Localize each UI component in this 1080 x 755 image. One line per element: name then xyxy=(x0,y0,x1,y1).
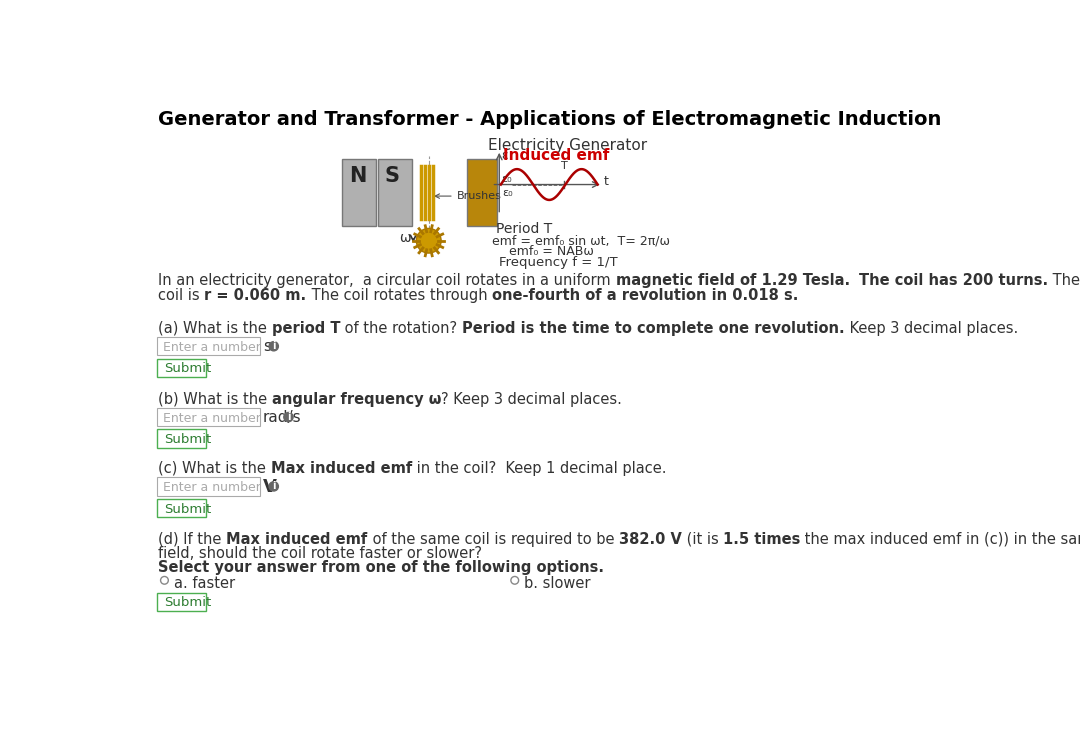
Text: 382.0 V: 382.0 V xyxy=(619,532,681,547)
FancyBboxPatch shape xyxy=(467,159,497,226)
Text: The: The xyxy=(1048,273,1080,288)
Text: Keep 3 decimal places.: Keep 3 decimal places. xyxy=(845,321,1017,336)
Text: ε₀: ε₀ xyxy=(502,188,513,198)
Circle shape xyxy=(161,577,168,584)
Text: period T: period T xyxy=(272,321,340,336)
Text: Submit: Submit xyxy=(164,596,212,609)
Text: b. slower: b. slower xyxy=(524,577,591,591)
FancyBboxPatch shape xyxy=(158,408,260,427)
Text: N: N xyxy=(349,166,366,186)
Text: T: T xyxy=(562,162,568,171)
Circle shape xyxy=(511,577,518,584)
Text: Submit: Submit xyxy=(164,433,212,446)
Text: S: S xyxy=(384,166,400,186)
Text: magnetic field of 1.29 Tesla.: magnetic field of 1.29 Tesla. xyxy=(616,273,850,288)
Text: Period T: Period T xyxy=(496,222,552,236)
Text: (a) What is the: (a) What is the xyxy=(159,321,272,336)
Text: emf = emf₀ sin ωt,  T= 2π/ω: emf = emf₀ sin ωt, T= 2π/ω xyxy=(491,235,670,248)
Text: ω: ω xyxy=(400,232,410,245)
Text: coil is: coil is xyxy=(159,288,204,304)
Text: Max induced emf: Max induced emf xyxy=(271,461,411,476)
Text: one-fourth of a revolution in 0.018 s.: one-fourth of a revolution in 0.018 s. xyxy=(491,288,798,304)
Text: Enter a number: Enter a number xyxy=(163,481,260,494)
Text: (d) If the: (d) If the xyxy=(159,532,226,547)
Text: Frequency f = 1/T: Frequency f = 1/T xyxy=(499,256,618,269)
Text: i: i xyxy=(286,411,291,422)
Text: ε: ε xyxy=(501,149,508,162)
Text: In an electricity generator,  a circular coil rotates in a uniform: In an electricity generator, a circular … xyxy=(159,273,616,288)
Circle shape xyxy=(416,229,441,253)
Text: 1.5 times: 1.5 times xyxy=(723,532,800,547)
Text: i: i xyxy=(272,341,275,351)
Text: field, should the coil rotate faster or slower?: field, should the coil rotate faster or … xyxy=(159,546,483,561)
Text: V: V xyxy=(262,478,276,496)
Circle shape xyxy=(269,482,279,491)
Text: rad/s: rad/s xyxy=(262,410,301,425)
Text: i: i xyxy=(272,481,275,491)
Text: Enter a number: Enter a number xyxy=(163,341,260,354)
FancyBboxPatch shape xyxy=(378,159,411,226)
Circle shape xyxy=(284,412,293,422)
Text: Max induced emf: Max induced emf xyxy=(226,532,367,547)
Circle shape xyxy=(269,341,279,351)
FancyBboxPatch shape xyxy=(342,159,376,226)
Text: ? Keep 3 decimal places.: ? Keep 3 decimal places. xyxy=(442,392,622,407)
Text: s: s xyxy=(262,339,271,354)
Text: r = 0.060 m.: r = 0.060 m. xyxy=(204,288,307,304)
Text: (c) What is the: (c) What is the xyxy=(159,461,271,476)
FancyBboxPatch shape xyxy=(158,593,205,611)
Text: angular frequency ω: angular frequency ω xyxy=(272,392,442,407)
Text: a. faster: a. faster xyxy=(174,577,234,591)
Text: Induced emf: Induced emf xyxy=(503,147,609,162)
Text: Generator and Transformer - Applications of Electromagnetic Induction: Generator and Transformer - Applications… xyxy=(159,109,942,129)
Text: Submit: Submit xyxy=(164,503,212,516)
Text: in the coil?  Keep 1 decimal place.: in the coil? Keep 1 decimal place. xyxy=(411,461,666,476)
Text: Brushes: Brushes xyxy=(435,191,501,201)
Text: t: t xyxy=(604,175,609,188)
Text: Select your answer from one of the following options.: Select your answer from one of the follo… xyxy=(159,559,604,575)
Text: of the same coil is required to be: of the same coil is required to be xyxy=(367,532,619,547)
Text: Submit: Submit xyxy=(164,362,212,375)
FancyBboxPatch shape xyxy=(158,499,205,517)
Text: The coil has 200 turns.: The coil has 200 turns. xyxy=(859,273,1048,288)
Text: The coil rotates through: The coil rotates through xyxy=(307,288,491,304)
Text: Period is the time to complete one revolution.: Period is the time to complete one revol… xyxy=(462,321,845,336)
Text: ε₀: ε₀ xyxy=(501,174,512,183)
FancyBboxPatch shape xyxy=(158,477,260,495)
Text: the max induced emf in (c)) in the same magnetic: the max induced emf in (c)) in the same … xyxy=(800,532,1080,547)
FancyBboxPatch shape xyxy=(158,430,205,448)
Text: (b) What is the: (b) What is the xyxy=(159,392,272,407)
Text: (it is: (it is xyxy=(681,532,723,547)
Text: Enter a number: Enter a number xyxy=(163,411,260,425)
Text: emf₀ = NABω: emf₀ = NABω xyxy=(510,245,594,258)
Text: of the rotation?: of the rotation? xyxy=(340,321,462,336)
FancyBboxPatch shape xyxy=(158,359,205,377)
Text: Electricity Generator: Electricity Generator xyxy=(488,137,647,153)
FancyBboxPatch shape xyxy=(158,337,260,356)
